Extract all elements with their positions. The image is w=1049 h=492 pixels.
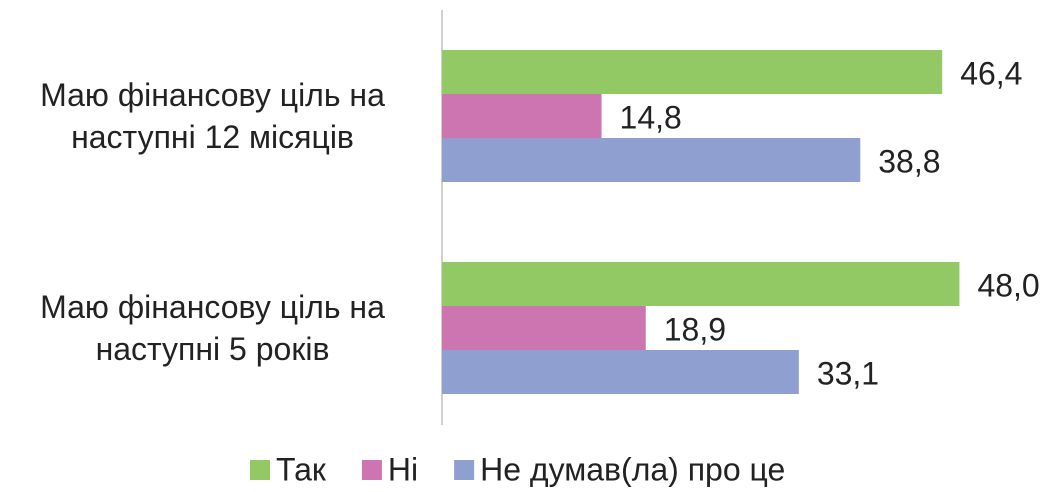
value-label: 33,1 <box>817 355 879 391</box>
value-label: 38,8 <box>878 143 940 179</box>
category-label: Маю фінансову ціль на наступні 12 місяці… <box>40 77 385 155</box>
legend-swatch <box>250 460 270 480</box>
bar <box>442 50 943 94</box>
bar <box>442 138 861 182</box>
value-label: 48,0 <box>977 267 1039 303</box>
bar <box>442 350 799 394</box>
value-label: 14,8 <box>620 99 682 135</box>
legend-swatch <box>361 460 382 480</box>
legend-label: Не думав(ла) про це <box>480 451 785 487</box>
bar <box>442 94 602 138</box>
legend-swatch <box>454 460 475 480</box>
legend-label: Так <box>276 451 327 487</box>
value-label: 46,4 <box>960 55 1022 91</box>
bar <box>442 262 960 306</box>
bar <box>442 306 646 350</box>
value-label: 18,9 <box>664 311 726 347</box>
category-label: Маю фінансову ціль на наступні 5 років <box>40 289 385 367</box>
legend-label: Ні <box>388 451 418 487</box>
